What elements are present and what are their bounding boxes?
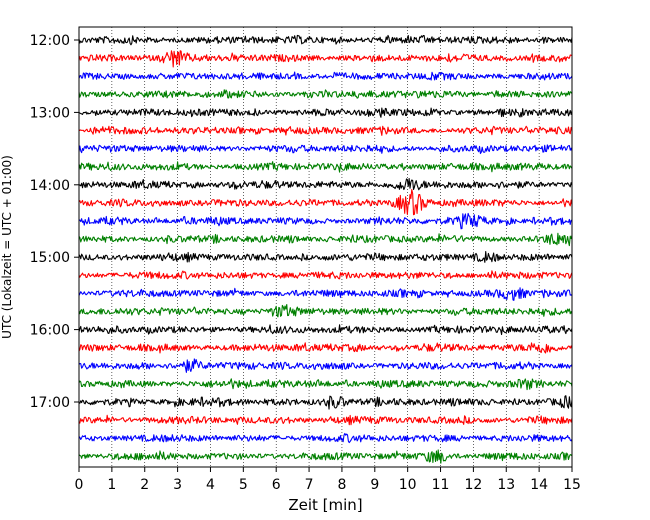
trace-1230 (78, 71, 573, 81)
trace-1600 (78, 324, 573, 336)
y-axis-label: UTC (Lokalzeit = UTC + 01:00) (0, 155, 14, 339)
y-tick-label: 16:00 (30, 323, 70, 339)
x-tick-label: 12 (464, 477, 482, 493)
trace-1645 (78, 378, 573, 391)
y-tick-label: 12:00 (30, 33, 70, 49)
x-tick-label: 9 (370, 477, 379, 493)
trace-1530 (78, 287, 573, 301)
x-tick-label: 3 (173, 477, 182, 493)
y-tick-label: 14:00 (30, 178, 70, 194)
trace-1700 (78, 395, 573, 410)
trace-1415 (78, 189, 573, 216)
x-tick-label: 13 (497, 477, 515, 493)
x-tick-label: 7 (305, 477, 314, 493)
trace-1445 (78, 232, 573, 247)
x-grid (111, 27, 540, 467)
trace-1715 (78, 414, 573, 426)
traces (78, 34, 573, 464)
y-tick-label: 13:00 (30, 105, 70, 121)
x-tick-label: 4 (206, 477, 215, 493)
x-tick-label: 14 (530, 477, 548, 493)
x-tick-label: 6 (272, 477, 281, 493)
trace-1615 (78, 342, 573, 354)
trace-1400 (78, 178, 573, 191)
trace-1500 (78, 251, 573, 263)
trace-1745 (78, 449, 573, 464)
y-axis-ticks: 12:00 13:00 14:00 15:00 16:00 17:00 (30, 33, 79, 411)
trace-1300 (78, 107, 573, 118)
trace-1730 (78, 432, 573, 444)
trace-1315 (78, 125, 573, 136)
y-tick-label: 17:00 (30, 395, 70, 411)
trace-1245 (78, 89, 573, 99)
x-axis-label: Zeit [min] (288, 496, 362, 514)
trace-1515 (78, 270, 573, 280)
x-tick-label: 5 (239, 477, 248, 493)
trace-1630 (78, 358, 573, 373)
trace-1430 (78, 212, 573, 230)
x-tick-label: 0 (75, 477, 84, 493)
x-axis-ticks: 0 1 2 3 4 5 6 7 8 9 10 11 12 13 14 15 (75, 467, 581, 493)
x-tick-label: 2 (140, 477, 149, 493)
trace-1200 (78, 34, 573, 46)
x-tick-label: 1 (107, 477, 116, 493)
x-tick-label: 11 (432, 477, 450, 493)
trace-1345 (78, 161, 573, 173)
plot-frame (78, 26, 573, 468)
y-tick-label: 15:00 (30, 250, 70, 266)
x-tick-label: 15 (563, 477, 581, 493)
x-tick-label: 8 (337, 477, 346, 493)
trace-1215 (78, 50, 573, 68)
trace-1330 (78, 144, 573, 155)
x-tick-label: 10 (399, 477, 417, 493)
trace-1545 (78, 304, 573, 318)
